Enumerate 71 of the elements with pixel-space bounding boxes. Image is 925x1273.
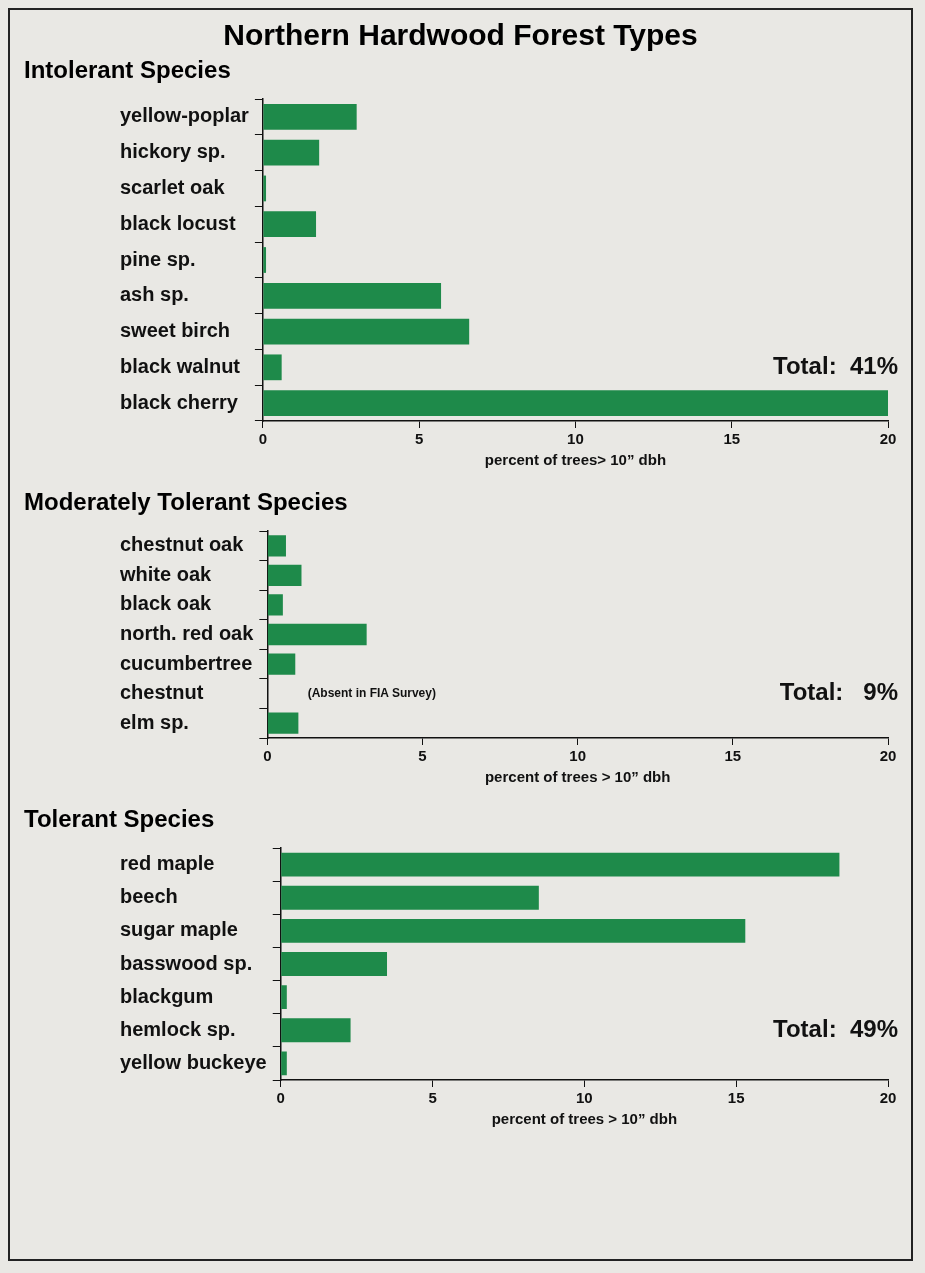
x-axis-title: percent of trees > 10” dbh [484, 768, 671, 786]
y-tick-label: elm sp. [120, 710, 189, 733]
y-tick-label: hemlock sp. [120, 1017, 236, 1040]
bar [281, 952, 388, 976]
bar [263, 390, 888, 416]
y-tick-label: black cherry [120, 390, 239, 413]
bar [263, 318, 470, 345]
y-tick-label: sweet birch [120, 319, 231, 342]
y-tick-label: black walnut [120, 354, 241, 377]
chart-title: Moderately Tolerant Species [24, 488, 349, 516]
x-tick-label: 5 [428, 1089, 437, 1107]
bar [267, 564, 302, 586]
bar [281, 852, 840, 877]
x-tick-label: 10 [576, 1089, 593, 1107]
bar [267, 535, 286, 557]
y-tick-label: scarlet oak [120, 175, 226, 198]
x-tick-label: 20 [879, 1089, 897, 1107]
bar [281, 1051, 287, 1076]
y-tick-label: white oak [119, 562, 213, 585]
x-tick-label: 15 [724, 747, 742, 765]
x-tick-label: 0 [263, 747, 272, 765]
y-tick-label: black locust [120, 211, 236, 234]
x-tick-label: 15 [723, 430, 741, 448]
x-tick-label: 20 [879, 747, 897, 765]
bar [281, 985, 287, 1010]
y-tick-label: blackgum [120, 984, 214, 1007]
x-tick-label: 5 [418, 747, 427, 765]
y-tick-label: red maple [120, 852, 215, 875]
bar [263, 175, 267, 202]
x-tick-label: 10 [569, 747, 587, 765]
y-tick-label: yellow-poplar [120, 104, 250, 127]
x-axis-title: percent of trees> 10” dbh [484, 451, 667, 469]
bar [281, 885, 539, 910]
annotation: Total: 41% [773, 351, 898, 379]
bar [267, 653, 296, 675]
bar [263, 139, 320, 166]
y-tick-label: chestnut [120, 681, 204, 704]
bar [267, 623, 367, 646]
y-tick-label: black oak [120, 592, 213, 615]
y-tick-label: pine sp. [120, 247, 196, 270]
x-tick-label: 5 [415, 430, 424, 448]
annotation: (Absent in FIA Survey) [307, 685, 436, 700]
x-axis-title: percent of trees > 10” dbh [491, 1110, 678, 1128]
y-tick-label: sugar maple [120, 918, 238, 941]
bar [263, 211, 317, 238]
x-tick-label: 20 [879, 430, 897, 448]
y-tick-label: ash sp. [120, 283, 189, 306]
y-tick-label: north. red oak [120, 622, 255, 645]
y-tick-label: basswood sp. [120, 951, 253, 974]
bar [281, 1018, 351, 1043]
annotation: Total: 9% [779, 678, 898, 706]
x-tick-label: 0 [258, 430, 268, 448]
annotation: Total: 49% [773, 1014, 898, 1042]
y-tick-label: cucumbertree [120, 651, 253, 674]
bar [267, 712, 299, 734]
x-tick-label: 0 [276, 1089, 285, 1107]
bar [267, 594, 283, 616]
chart-title: Tolerant Species [24, 805, 216, 833]
bar [263, 354, 282, 381]
x-tick-label: 15 [727, 1089, 745, 1107]
y-tick-label: yellow buckeye [120, 1050, 267, 1073]
y-tick-label: chestnut oak [120, 533, 245, 556]
bar [263, 104, 357, 130]
y-tick-label: beech [120, 885, 178, 908]
bar [281, 918, 746, 943]
chart-subtitle: Intolerant Species [24, 56, 232, 84]
bar [263, 282, 442, 309]
chart-title: Northern Hardwood Forest Types [222, 18, 699, 52]
bar [263, 247, 267, 273]
x-tick-label: 10 [567, 430, 584, 448]
y-tick-label: hickory sp. [120, 140, 226, 163]
